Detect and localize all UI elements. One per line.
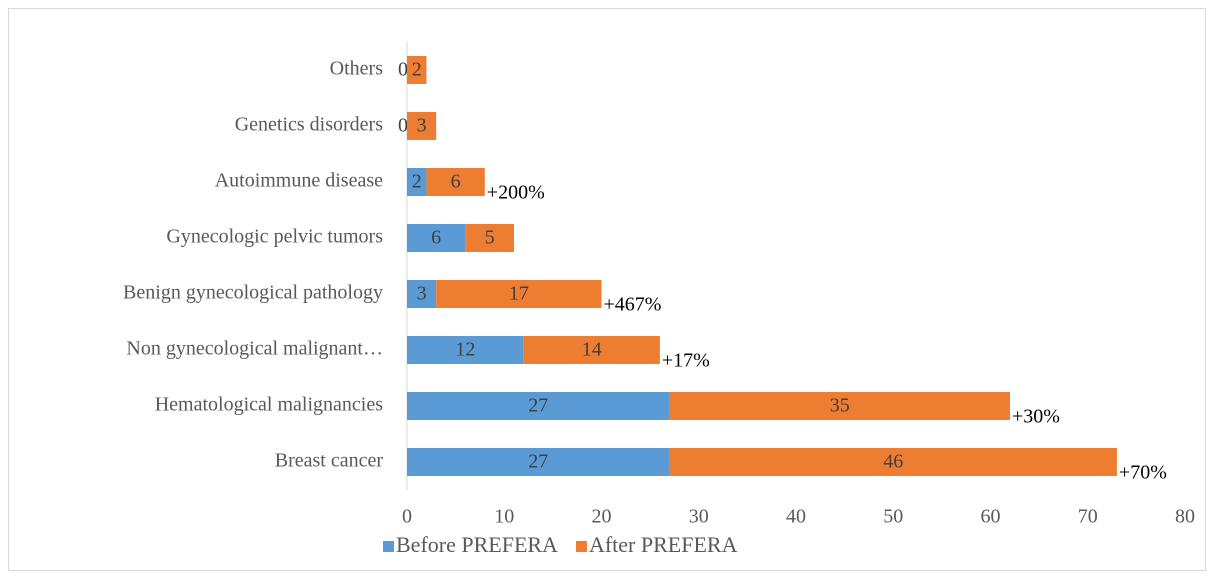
bar-segment bbox=[436, 280, 602, 308]
bar-segment bbox=[407, 280, 437, 308]
bar-segment bbox=[407, 336, 524, 364]
bar-segment bbox=[407, 112, 437, 140]
y-tick-label: Non gynecological malignant… bbox=[126, 338, 383, 360]
legend-label: Before PREFERA bbox=[396, 532, 558, 557]
annotation: +17% bbox=[662, 350, 710, 372]
x-tick-label: 30 bbox=[689, 506, 709, 528]
bar-segment bbox=[669, 448, 1117, 476]
data-label: 6 bbox=[451, 171, 461, 193]
data-label: 12 bbox=[455, 339, 475, 361]
x-tick-label: 10 bbox=[494, 506, 514, 528]
y-tick-label: Breast cancer bbox=[275, 450, 384, 472]
data-label: 35 bbox=[830, 395, 850, 417]
annotation: +467% bbox=[604, 294, 662, 316]
data-label: 3 bbox=[417, 283, 427, 305]
y-tick-label: Benign gynecological pathology bbox=[123, 282, 383, 304]
data-label: 46 bbox=[883, 451, 903, 473]
y-tick-label: Others bbox=[330, 58, 384, 80]
x-tick-label: 0 bbox=[402, 506, 412, 528]
data-label: 27 bbox=[528, 395, 548, 417]
bar-segment bbox=[426, 168, 485, 196]
x-tick-label: 60 bbox=[981, 506, 1001, 528]
bar-segment bbox=[407, 448, 670, 476]
bar-segment bbox=[669, 392, 1010, 420]
bar-segment bbox=[407, 224, 466, 252]
data-label: 0 bbox=[398, 59, 408, 81]
bar-segment bbox=[407, 392, 670, 420]
data-label: 14 bbox=[582, 339, 602, 361]
bar-segment bbox=[523, 336, 660, 364]
y-tick-label: Autoimmune disease bbox=[215, 170, 383, 192]
annotation: +200% bbox=[487, 182, 545, 204]
bar-segment bbox=[407, 56, 427, 84]
annotation: +30% bbox=[1012, 406, 1060, 428]
legend-label: After PREFERA bbox=[589, 532, 738, 557]
chart-frame bbox=[8, 8, 1206, 571]
legend-swatch bbox=[575, 541, 587, 552]
x-tick-label: 70 bbox=[1078, 506, 1098, 528]
y-tick-label: Gynecologic pelvic tumors bbox=[166, 226, 383, 248]
x-tick-label: 20 bbox=[592, 506, 612, 528]
x-tick-label: 40 bbox=[786, 506, 806, 528]
data-label: 2 bbox=[412, 59, 422, 81]
y-tick-label: Hematological malignancies bbox=[155, 394, 383, 416]
bar-segment bbox=[465, 224, 514, 252]
data-label: 6 bbox=[431, 227, 441, 249]
data-label: 3 bbox=[417, 115, 427, 137]
data-label: 2 bbox=[412, 171, 422, 193]
data-label: 0 bbox=[398, 115, 408, 137]
annotation: +70% bbox=[1119, 462, 1167, 484]
bar-segment bbox=[407, 168, 427, 196]
x-tick-label: 80 bbox=[1175, 506, 1195, 528]
data-label: 27 bbox=[528, 451, 548, 473]
data-label: 17 bbox=[509, 283, 529, 305]
x-tick-label: 50 bbox=[883, 506, 903, 528]
legend-swatch bbox=[383, 541, 394, 552]
y-tick-label: Genetics disorders bbox=[235, 114, 384, 136]
data-label: 5 bbox=[485, 227, 495, 249]
